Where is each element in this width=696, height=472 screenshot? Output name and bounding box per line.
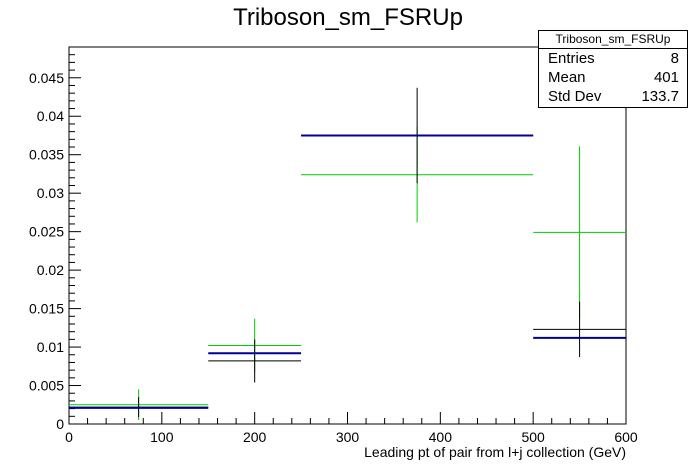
x-tick-label: 600 xyxy=(614,429,638,445)
stats-box-title: Triboson_sm_FSRUp xyxy=(539,31,687,49)
y-tick-label: 0.005 xyxy=(29,378,64,394)
stats-row-stddev: Std Dev 133.7 xyxy=(539,87,687,106)
x-tick-label: 100 xyxy=(150,429,174,445)
stats-label: Std Dev xyxy=(548,88,602,105)
y-tick-label: 0.04 xyxy=(37,108,64,124)
x-axis-label: Leading pt of pair from l+j collection (… xyxy=(364,444,626,460)
series-marks xyxy=(69,87,626,421)
y-tick-label: 0.03 xyxy=(37,185,64,201)
stats-row-entries: Entries 8 xyxy=(539,49,687,68)
x-tick-label: 300 xyxy=(336,429,360,445)
stats-value: 8 xyxy=(670,50,679,67)
x-tick-label: 500 xyxy=(521,429,545,445)
stats-box: Triboson_sm_FSRUp Entries 8 Mean 401 Std… xyxy=(538,30,688,108)
y-tick-label: 0 xyxy=(56,416,64,432)
stats-value: 401 xyxy=(653,69,679,86)
x-tick-label: 400 xyxy=(429,429,453,445)
stats-row-mean: Mean 401 xyxy=(539,68,687,87)
y-tick-label: 0.01 xyxy=(37,339,64,355)
chart-title: Triboson_sm_FSRUp xyxy=(233,4,463,31)
stats-value: 133.7 xyxy=(641,88,679,105)
y-tick-label: 0.025 xyxy=(29,224,64,240)
x-tick-label: 0 xyxy=(65,429,73,445)
stats-label: Entries xyxy=(548,50,595,67)
stats-label: Mean xyxy=(548,69,586,86)
y-tick-label: 0.015 xyxy=(29,301,64,317)
axes: 0 100 200 300 400 500 600 0 0.005 0.01 0.015 0.02 0.… xyxy=(29,46,638,445)
x-tick-label: 200 xyxy=(243,429,267,445)
y-tick-label: 0.02 xyxy=(37,262,64,278)
y-tick-label: 0.045 xyxy=(29,70,64,86)
y-tick-label: 0.035 xyxy=(29,147,64,163)
